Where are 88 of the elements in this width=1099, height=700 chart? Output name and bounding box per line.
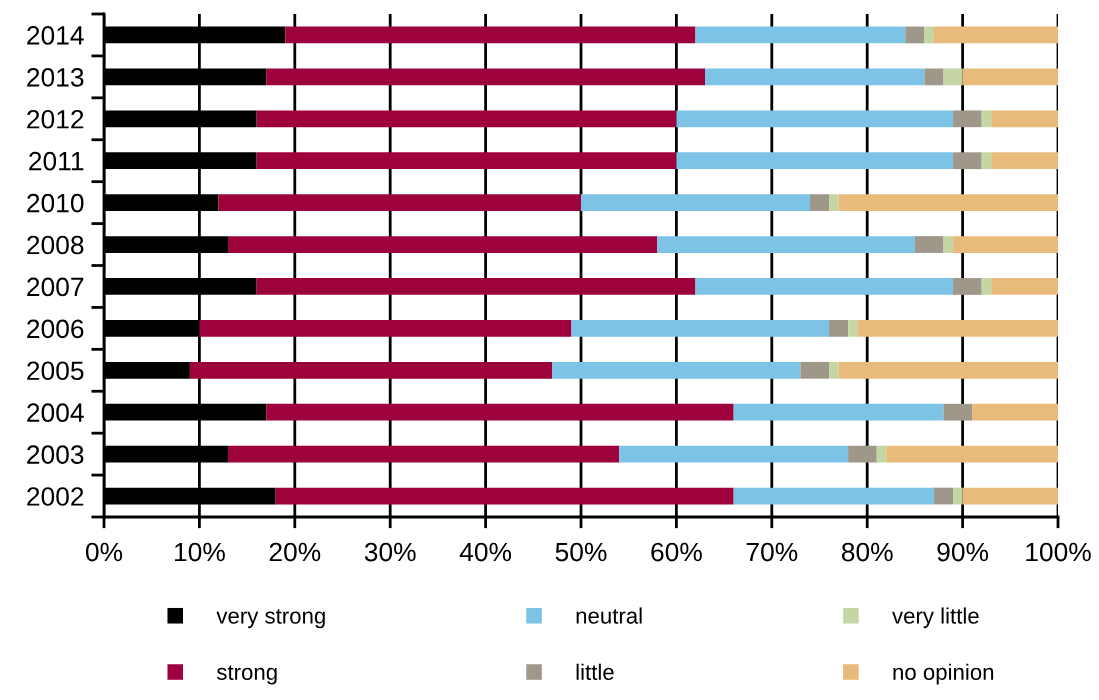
y-tick-label: 2011	[29, 151, 84, 171]
y-tick-label: 2008	[27, 235, 84, 255]
y-tick-label: 2012	[27, 109, 84, 129]
bar	[991, 152, 1058, 170]
x-tick-label: 40%	[459, 542, 512, 562]
bar	[943, 403, 973, 421]
bar	[256, 110, 677, 128]
bar	[266, 68, 706, 86]
bar	[695, 278, 954, 295]
bar	[619, 445, 849, 463]
bar	[962, 487, 1058, 505]
bar	[189, 361, 553, 379]
bar	[933, 26, 1058, 44]
bar	[809, 194, 830, 212]
y-tick-label: 2010	[27, 193, 84, 213]
bar	[933, 487, 954, 505]
bar	[962, 68, 1058, 86]
bar	[953, 487, 963, 505]
bar	[218, 194, 581, 212]
bar	[838, 361, 1058, 379]
legend-label: very strong	[216, 609, 325, 629]
bar	[943, 68, 963, 86]
bar	[228, 445, 620, 463]
y-tick-label: 2002	[27, 487, 84, 506]
legend-label: very little	[892, 607, 979, 629]
x-tick-label: 100%	[1026, 542, 1091, 562]
bar	[829, 194, 839, 212]
bar	[676, 110, 954, 128]
bar	[581, 194, 810, 212]
bar	[829, 319, 849, 337]
bar	[981, 152, 992, 170]
bar	[953, 152, 982, 170]
bar	[695, 26, 906, 44]
bar	[256, 278, 696, 295]
bar	[733, 487, 934, 505]
legend-label: little	[576, 663, 614, 681]
x-tick-label: 0%	[85, 542, 123, 562]
x-tick-label: 30%	[364, 542, 416, 562]
bar	[953, 110, 982, 128]
y-tick-label: 2004	[27, 403, 84, 423]
bar	[943, 236, 954, 253]
bar	[552, 361, 801, 379]
bar	[981, 110, 992, 128]
y-tick-label: 2006	[27, 319, 84, 339]
bar	[266, 403, 734, 421]
bar	[953, 278, 982, 295]
bar	[886, 445, 1058, 463]
bar	[838, 194, 1058, 212]
bar	[199, 319, 572, 337]
bar	[256, 152, 677, 170]
x-tick-label: 70%	[746, 542, 798, 562]
y-tick-label: 2005	[27, 361, 84, 381]
x-tick-label: 90%	[937, 542, 989, 562]
x-tick-label: 60%	[651, 542, 702, 562]
bar	[876, 445, 887, 463]
x-tick-label: 10%	[175, 542, 225, 562]
bar	[981, 278, 992, 295]
bar	[848, 319, 858, 337]
bar	[848, 445, 877, 463]
bar	[953, 236, 1058, 253]
bar	[924, 26, 934, 44]
bar	[972, 403, 1058, 421]
y-tick-label: 2014	[27, 26, 84, 45]
bar	[857, 319, 1058, 337]
bar	[657, 236, 915, 253]
bar	[914, 236, 944, 253]
bar	[676, 152, 954, 170]
x-tick-label: 80%	[841, 542, 893, 562]
y-tick-label: 2013	[27, 68, 84, 87]
legend-label: no opinion	[893, 663, 994, 685]
legend-label: strong	[216, 665, 277, 685]
y-tick-label: 2003	[27, 445, 84, 464]
bar	[924, 68, 944, 86]
bar	[571, 319, 830, 337]
bar	[705, 68, 925, 86]
bar	[285, 26, 696, 44]
bar	[829, 361, 839, 379]
x-tick-label: 20%	[269, 542, 321, 562]
legend-label: neutral	[576, 607, 642, 624]
bar	[275, 487, 734, 505]
bar	[228, 236, 658, 253]
bar	[991, 110, 1058, 128]
bar	[991, 278, 1058, 295]
bar	[905, 26, 925, 44]
bar	[733, 403, 944, 421]
x-tick-label: 50%	[555, 542, 607, 562]
bar	[800, 361, 830, 379]
y-tick-label: 2007	[27, 277, 84, 297]
